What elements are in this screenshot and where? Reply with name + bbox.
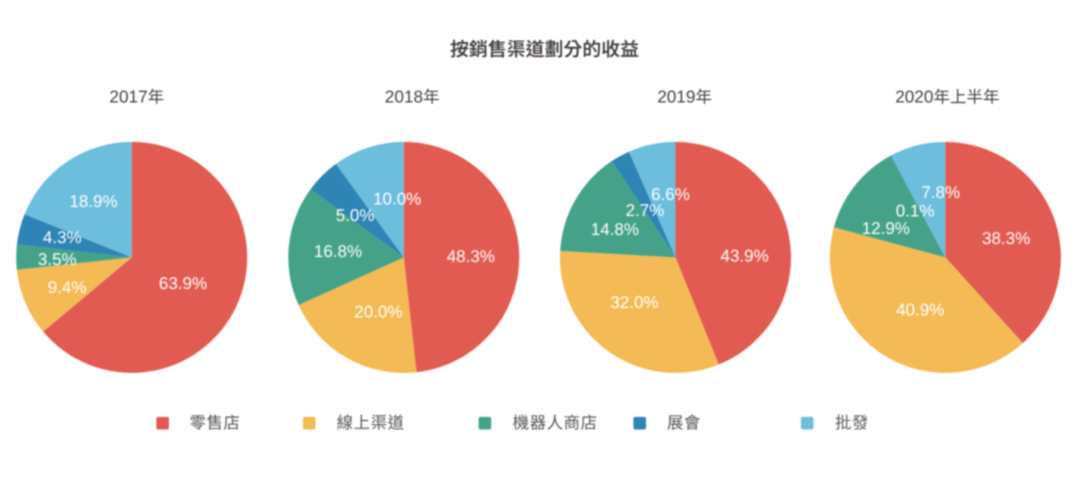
svg-text:10.0%: 10.0% bbox=[373, 190, 421, 209]
svg-text:14.8%: 14.8% bbox=[591, 220, 639, 239]
svg-text:2020: 2020 bbox=[895, 87, 933, 107]
svg-text:40.9%: 40.9% bbox=[896, 300, 944, 319]
svg-text:43.9%: 43.9% bbox=[720, 246, 768, 265]
svg-text:20.0%: 20.0% bbox=[354, 302, 402, 321]
svg-text:4.3%: 4.3% bbox=[43, 228, 82, 247]
svg-text:2018: 2018 bbox=[385, 87, 423, 107]
svg-text:18.9%: 18.9% bbox=[69, 192, 117, 211]
svg-text:9.4%: 9.4% bbox=[48, 278, 87, 297]
svg-text:38.3%: 38.3% bbox=[982, 229, 1030, 248]
svg-text:6.6%: 6.6% bbox=[651, 185, 690, 204]
svg-text:2.7%: 2.7% bbox=[626, 201, 665, 220]
svg-text:7.8%: 7.8% bbox=[921, 183, 960, 202]
svg-text:3.5%: 3.5% bbox=[38, 250, 77, 269]
svg-text:5.0%: 5.0% bbox=[336, 206, 375, 225]
svg-text:2017: 2017 bbox=[109, 87, 147, 107]
svg-text:2019: 2019 bbox=[657, 87, 695, 107]
svg-text:48.3%: 48.3% bbox=[447, 247, 495, 266]
svg-text:0.1%: 0.1% bbox=[896, 201, 935, 220]
svg-text:63.9%: 63.9% bbox=[159, 274, 207, 293]
svg-text:32.0%: 32.0% bbox=[610, 293, 658, 312]
svg-text:12.9%: 12.9% bbox=[862, 219, 910, 238]
svg-text:16.8%: 16.8% bbox=[314, 242, 362, 261]
